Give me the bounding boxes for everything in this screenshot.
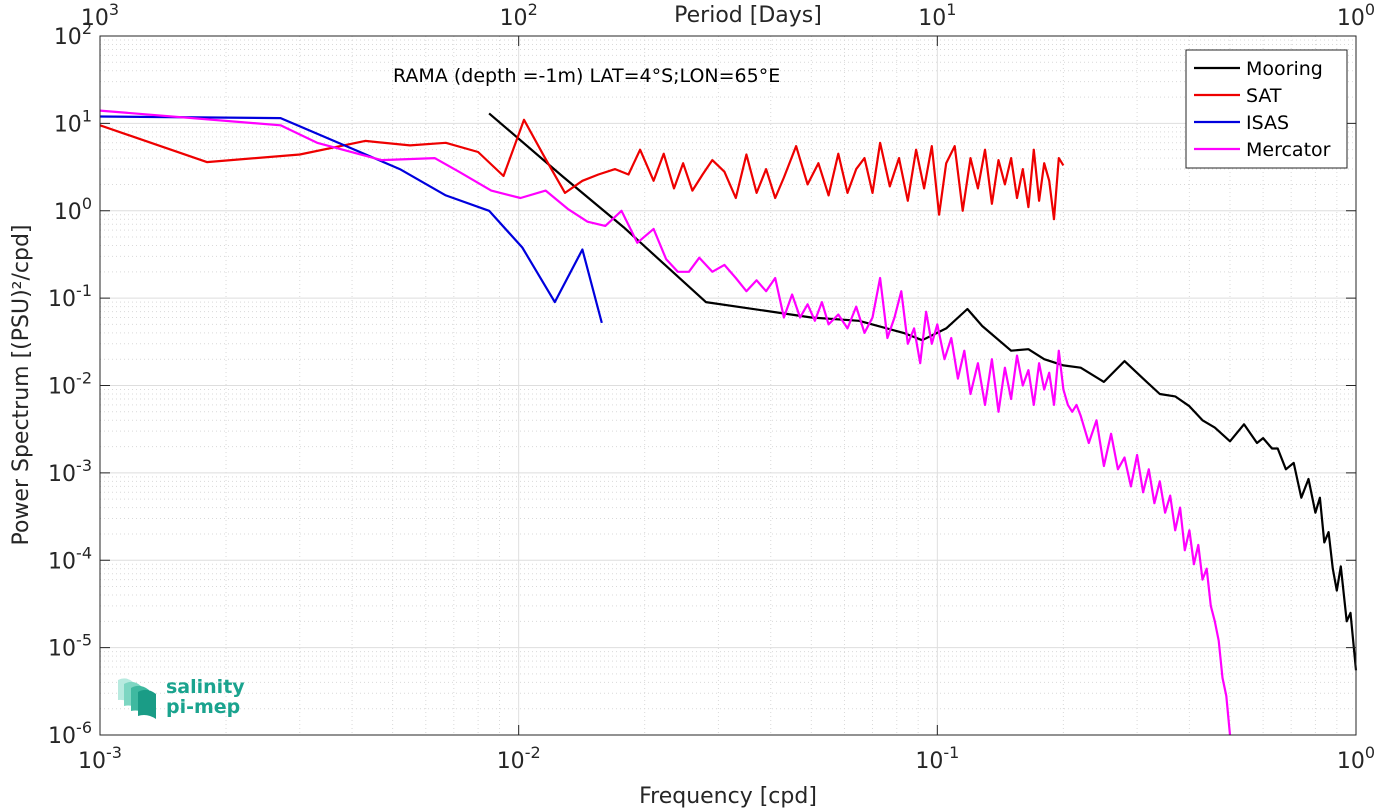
top-tick-labels: 103 102 101 100 (81, 0, 1375, 31)
logo-line2: pi-mep (166, 696, 240, 718)
y-tick-label: 10-4 (48, 543, 92, 574)
salinity-pi-mep-logo: salinity pi-mep (118, 676, 245, 719)
x-tick-label: 10-1 (915, 743, 959, 774)
series-line-mercator (99, 109, 1232, 736)
legend-label-sat: SAT (1246, 85, 1282, 107)
y-tick-label: 10-1 (48, 281, 92, 312)
y-tick-label: 102 (54, 19, 92, 50)
top-tick-label: 101 (918, 0, 956, 31)
top-tick-label: 103 (81, 0, 119, 31)
series-line-sat (99, 118, 1065, 221)
legend-entries: Mooring SAT ISAS Mercator (1194, 58, 1331, 161)
x-tick-label: 100 (1337, 743, 1375, 774)
legend-label-mooring: Mooring (1246, 58, 1323, 80)
logo-mark-icon (118, 678, 156, 719)
legend: Mooring SAT ISAS Mercator (1185, 49, 1348, 169)
y-tick-label: 10-6 (48, 718, 92, 749)
tick-marks (99, 35, 1357, 736)
series-line-isas (99, 115, 603, 324)
y-tick-label: 10-2 (48, 369, 92, 400)
legend-label-mercator: Mercator (1246, 139, 1331, 161)
y-tick-labels: 10-6 10-5 10-4 10-3 10-2 10-1 100 101 102 (48, 19, 92, 749)
y-tick-label: 10-3 (48, 456, 92, 487)
legend-label-isas: ISAS (1246, 112, 1289, 134)
chart-title: RAMA (depth =-1m) LAT=4°S;LON=65°E (393, 65, 780, 87)
series-line-mooring (488, 112, 1358, 671)
x-tick-label: 10-3 (78, 743, 122, 774)
y-tick-label: 10-5 (48, 631, 92, 662)
y-tick-label: 101 (54, 106, 92, 137)
x-axis-title: Frequency [cpd] (639, 784, 817, 809)
y-tick-label: 100 (54, 194, 92, 225)
series-layer (99, 109, 1358, 736)
x-tick-labels: 10-3 10-2 10-1 100 (78, 743, 1375, 774)
top-tick-label: 100 (1337, 0, 1375, 31)
x-tick-label: 10-2 (497, 743, 541, 774)
y-axis-title: Power Spectrum [(PSU)²/cpd] (9, 224, 34, 545)
logo-line1: salinity (166, 676, 245, 698)
top-axis-title: Period [Days] (674, 3, 822, 28)
top-tick-label: 102 (500, 0, 538, 31)
